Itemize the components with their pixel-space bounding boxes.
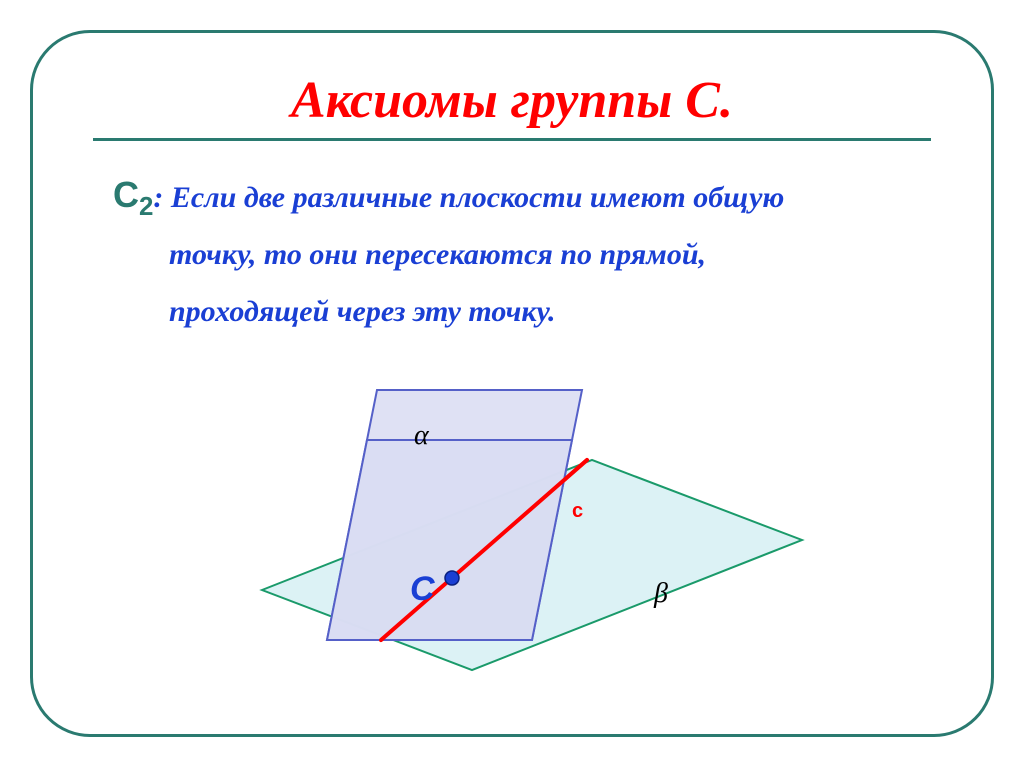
slide-title: Аксиомы группы С.	[291, 72, 733, 129]
axiom-line3: проходящей через эту точку.	[169, 283, 911, 340]
label-alpha: α	[414, 420, 429, 452]
axiom-label: С2	[113, 174, 153, 215]
slide-frame: Аксиомы группы С. С2: Если две различные…	[30, 30, 994, 737]
label-line-c: с	[572, 500, 583, 523]
axiom-colon: :	[153, 181, 163, 214]
label-point-c: С	[410, 570, 435, 609]
label-beta: β	[654, 578, 668, 610]
axiom-line1-text: Если две различные плоскости имеют общую	[163, 181, 784, 214]
axiom-para: С2: Если две различные плоскости имеют о…	[113, 169, 911, 226]
plane-alpha-front	[327, 440, 572, 640]
diagram-svg	[162, 360, 862, 680]
point-c	[445, 571, 459, 585]
geometry-diagram: α β С с	[162, 360, 862, 680]
title-block: Аксиомы группы С.	[33, 71, 991, 130]
axiom-line2: точку, то они пересекаются по прямой,	[169, 226, 911, 283]
axiom-label-letter: С	[113, 174, 139, 215]
axiom-label-sub: 2	[139, 193, 153, 221]
title-underline	[93, 138, 931, 141]
axiom-text-block: С2: Если две различные плоскости имеют о…	[113, 169, 911, 340]
axiom-line1: : Если две различные плоскости имеют общ…	[153, 181, 784, 214]
